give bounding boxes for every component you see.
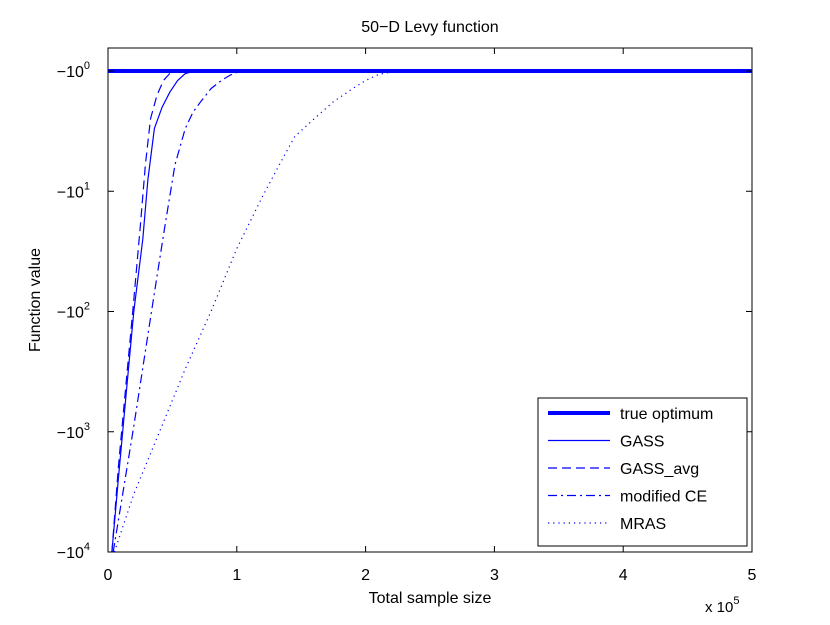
x-tick-label: 1	[232, 567, 241, 584]
x-axis-label: Total sample size	[369, 590, 492, 607]
y-axis-label: Function value	[27, 248, 44, 352]
y-tick-label: −100	[57, 60, 90, 81]
series-layer	[108, 69, 752, 553]
legend: true optimum GASS GASS_avg modified CE MRAS	[537, 397, 748, 547]
chart-title: 50−D Levy function	[361, 19, 498, 36]
y-tick-label: −102	[57, 301, 90, 322]
x-tick-label: 3	[490, 567, 499, 584]
legend-label-1: true optimum	[620, 406, 713, 423]
x-axis-ticks: 0 1 2 3 4 5	[104, 48, 757, 584]
legend-label-3: GASS_avg	[620, 461, 699, 478]
x-tick-label: 4	[619, 567, 628, 584]
series-line-4	[112, 70, 752, 553]
y-axis-ticks: −100 −101 −102 −103 −104	[57, 60, 752, 562]
legend-label-2: GASS	[620, 434, 664, 451]
legend-label-4: modified CE	[620, 489, 707, 506]
series-line-3	[111, 70, 752, 553]
x-tick-label: 5	[748, 567, 757, 584]
x-axis-multiplier: x 105	[705, 595, 739, 616]
series-line-2	[111, 70, 752, 553]
y-tick-label: −101	[57, 180, 90, 201]
y-tick-label: −104	[57, 541, 90, 562]
legend-label-5: MRAS	[620, 516, 666, 533]
x-tick-label: 2	[361, 567, 370, 584]
y-tick-label: −103	[57, 421, 90, 442]
x-tick-label: 0	[104, 567, 113, 584]
series-line-5	[113, 70, 752, 553]
legend-box	[537, 397, 748, 547]
